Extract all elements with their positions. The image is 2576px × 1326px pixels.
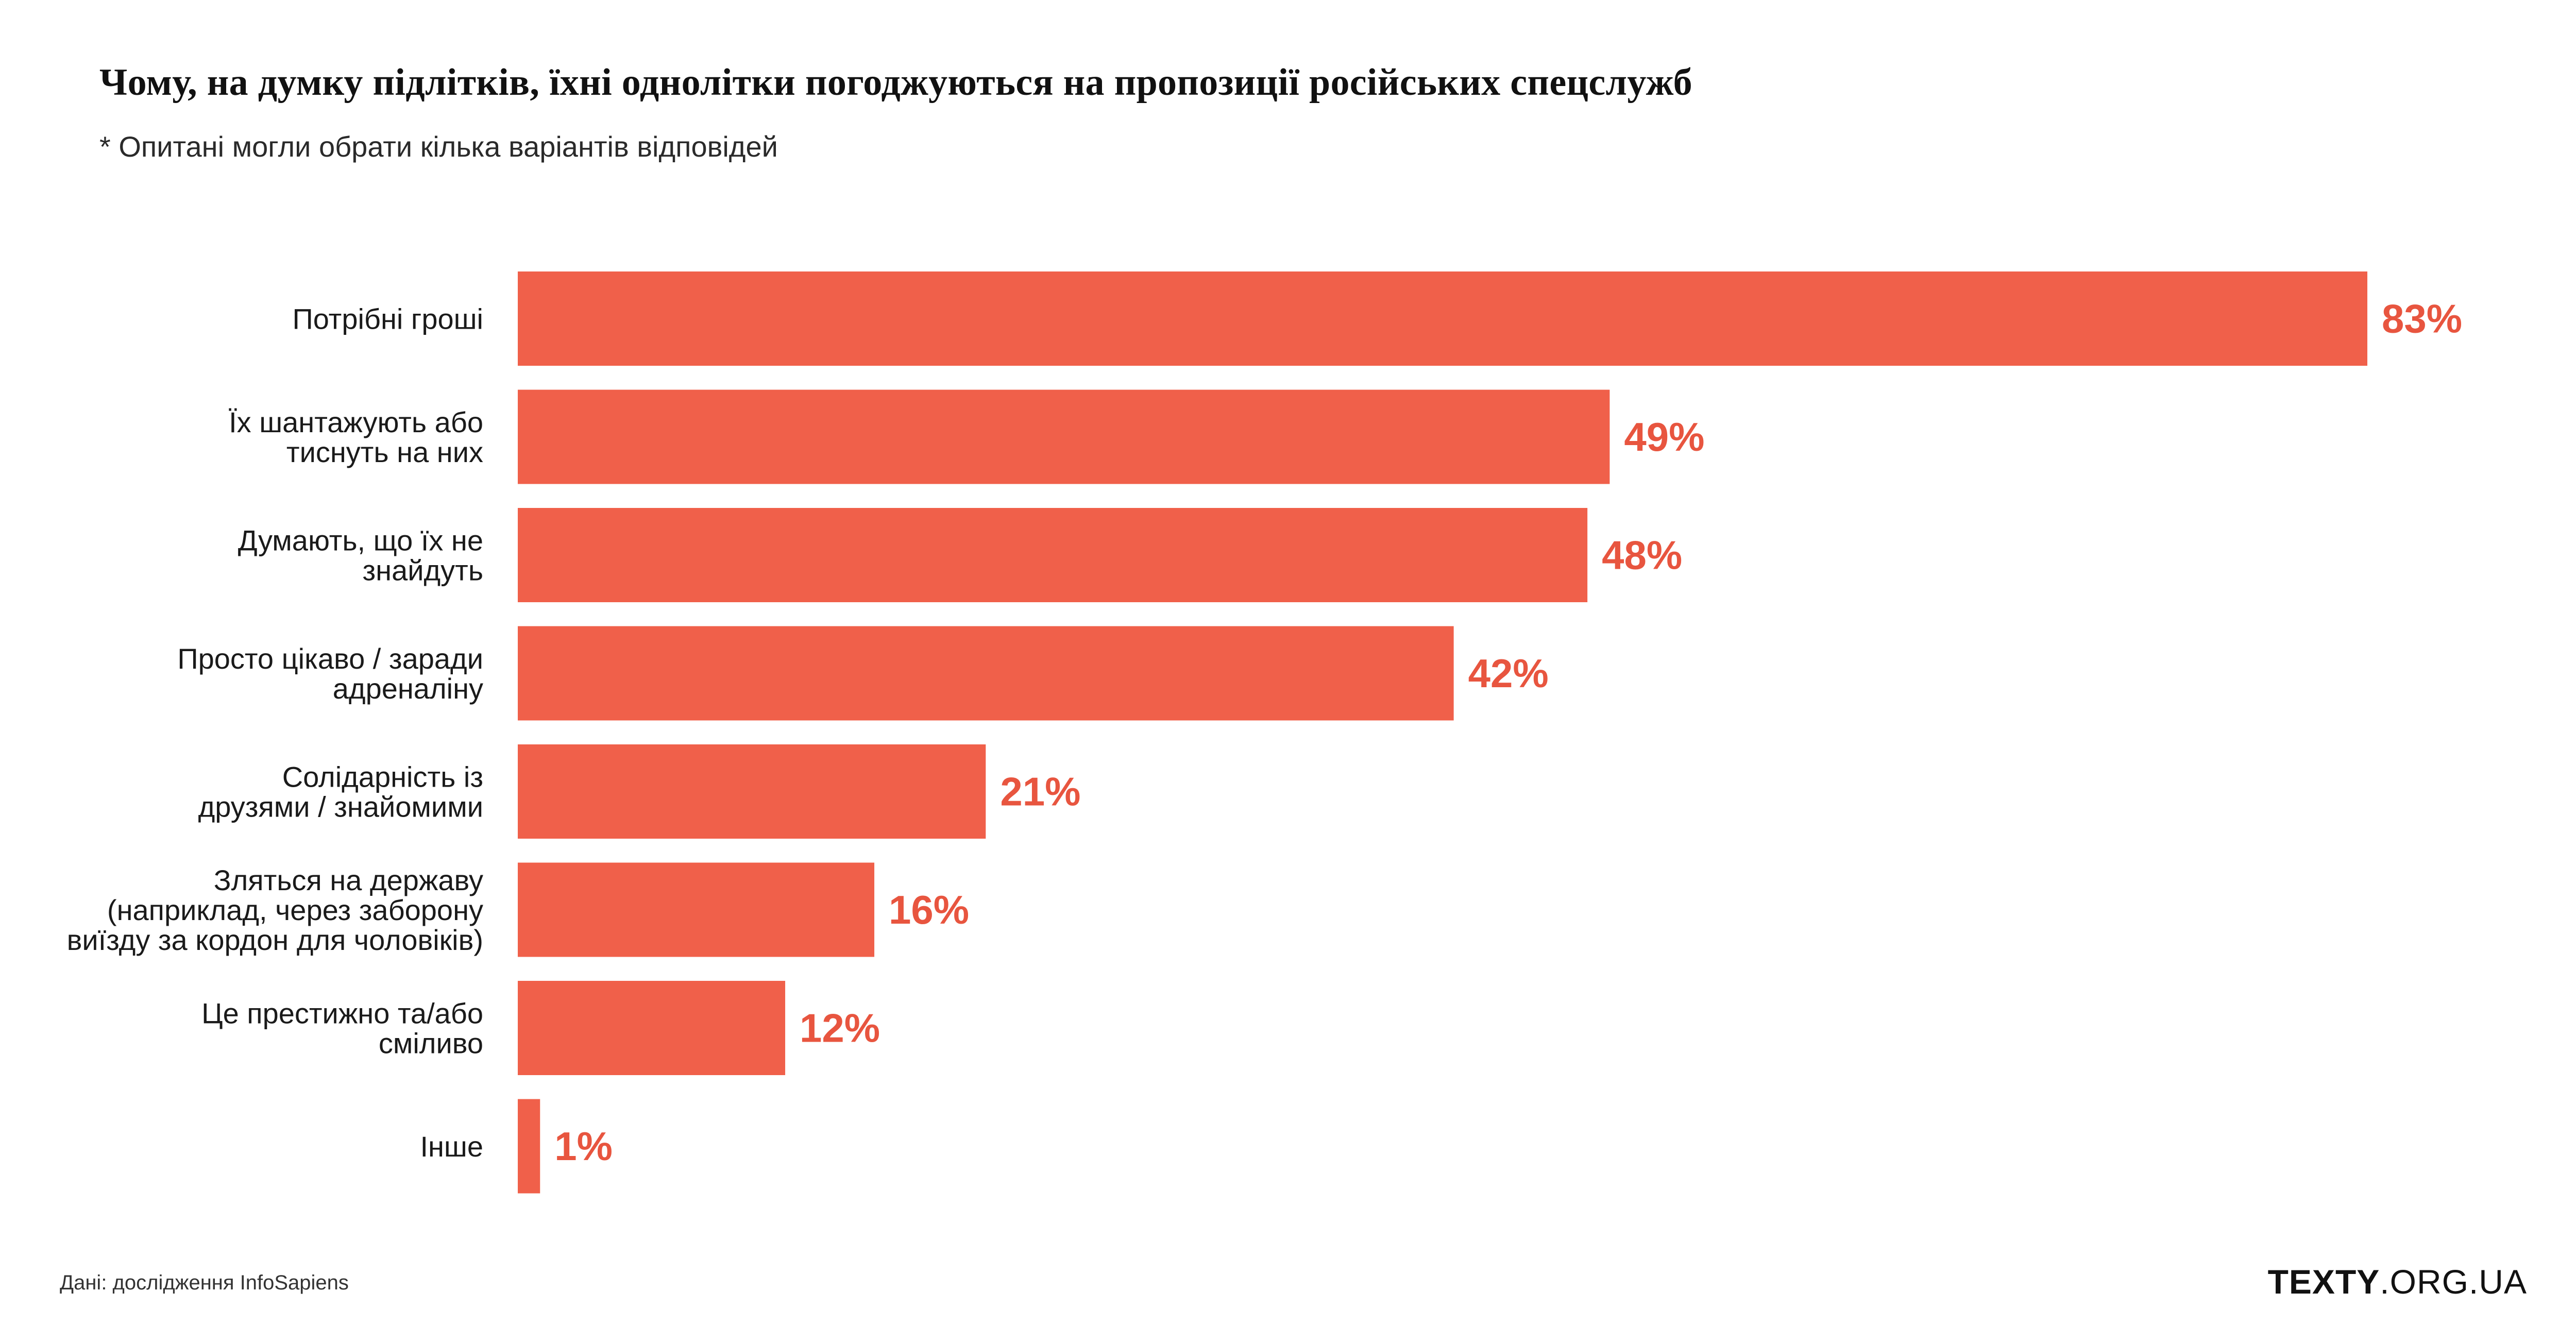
value-label-7: 1% <box>554 1124 613 1169</box>
category-label-line: тиснуть на них <box>286 436 483 468</box>
chart-subtitle: * Опитані могли обрати кілька варіантів … <box>99 130 778 163</box>
bar-1 <box>518 389 1610 484</box>
category-label-2: Думають, що їх не знайдуть <box>238 524 483 587</box>
value-label-4: 21% <box>1000 769 1080 814</box>
category-label-line: Просто цікаво / заради <box>177 642 483 675</box>
bar-2 <box>518 508 1588 602</box>
category-label-line: Зляться на державу <box>214 864 483 896</box>
category-label-line: Потрібні гроші <box>293 303 483 335</box>
category-label-line: сміливо <box>379 1027 483 1060</box>
bar-7 <box>518 1099 540 1194</box>
value-label-2: 48% <box>1602 533 1682 578</box>
category-label-line: друзями / знайомими <box>198 791 483 823</box>
chart-title: Чому, на думку підлітків, їхні однолітки… <box>99 61 1692 104</box>
category-label-4: Солідарність із друзями / знайомими <box>198 761 483 823</box>
category-label-0: Потрібні гроші <box>293 303 483 335</box>
category-label-6: Це престижно та/або сміливо <box>201 997 483 1060</box>
bar-5 <box>518 862 875 957</box>
category-label-line: адреналіну <box>333 672 483 705</box>
bar-3 <box>518 626 1454 721</box>
category-label-line: (наприклад, через заборону <box>107 894 483 926</box>
bar-6 <box>518 981 786 1075</box>
value-label-1: 49% <box>1624 414 1704 460</box>
category-label-line: знайдуть <box>362 554 483 587</box>
brand-rest: .ORG.UA <box>2380 1263 2527 1301</box>
category-label-5: Зляться на державу (наприклад, через забо… <box>67 864 483 956</box>
category-label-line: виїзду за кордон для чоловіків) <box>67 924 483 956</box>
category-label-line: Думають, що їх не <box>238 524 483 557</box>
brand-logo: TEXTY.ORG.UA <box>2268 1262 2527 1301</box>
category-label-7: Інше <box>420 1130 483 1163</box>
value-label-5: 16% <box>889 887 969 932</box>
value-label-6: 12% <box>800 1006 880 1051</box>
source-note: Дані: дослідження InfoSapiens <box>60 1271 349 1294</box>
category-label-line: Інше <box>420 1130 483 1163</box>
bar-4 <box>518 744 986 839</box>
value-label-3: 42% <box>1468 651 1549 696</box>
value-label-0: 83% <box>2382 296 2462 342</box>
category-label-line: Це престижно та/або <box>201 997 483 1030</box>
brand-bold: TEXTY <box>2267 1263 2380 1301</box>
category-label-line: Солідарність із <box>282 761 483 793</box>
category-label-1: Їх шантажують або тиснуть на них <box>229 406 483 468</box>
category-label-line: Їх шантажують або <box>229 406 483 438</box>
category-label-3: Просто цікаво / заради адреналіну <box>177 642 483 705</box>
bar-0 <box>518 271 2367 366</box>
